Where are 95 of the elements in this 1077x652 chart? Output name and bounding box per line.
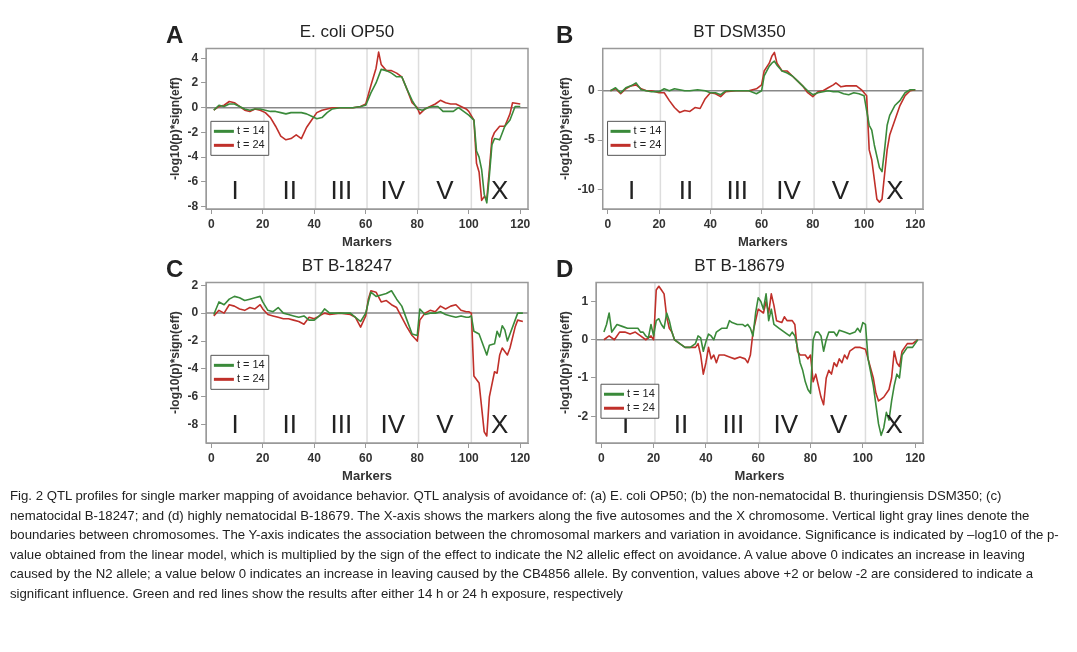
x-tick-label: 100 bbox=[854, 216, 875, 231]
x-tick-label: 100 bbox=[458, 450, 480, 465]
annotation: V bbox=[831, 175, 850, 206]
y-tick-label: -8 bbox=[187, 198, 199, 213]
legend-label: t = 14 bbox=[626, 387, 655, 400]
annotation: II bbox=[678, 175, 694, 206]
x-tick-label: 0 bbox=[604, 216, 612, 231]
x-tick-label: 0 bbox=[207, 216, 215, 231]
annotation: X bbox=[885, 409, 903, 440]
legend-label: t = 14 bbox=[236, 358, 265, 371]
annotation: III bbox=[722, 409, 745, 440]
y-tick-label: -2 bbox=[187, 124, 199, 139]
annotation: III bbox=[726, 175, 749, 206]
annotation: V bbox=[436, 175, 455, 206]
annotation: I bbox=[627, 175, 636, 206]
x-tick-label: 60 bbox=[751, 450, 766, 465]
x-tick-label: 100 bbox=[852, 450, 874, 465]
annotation: X bbox=[491, 409, 509, 440]
annotation: II bbox=[282, 409, 297, 440]
annotation: X bbox=[491, 175, 509, 206]
chart-title: BT B-18247 bbox=[301, 255, 393, 275]
x-tick-label: 40 bbox=[703, 216, 718, 231]
y-tick-label: 0 bbox=[191, 305, 199, 320]
y-axis-title: -log10(p)*sign(eff) bbox=[167, 311, 182, 415]
x-tick-label: 80 bbox=[410, 216, 425, 231]
x-tick-label: 20 bbox=[256, 450, 270, 465]
x-tick-label: 60 bbox=[754, 216, 769, 231]
y-tick-label: -5 bbox=[584, 132, 596, 147]
legend-label: t = 24 bbox=[626, 401, 655, 414]
x-tick-label: 120 bbox=[510, 450, 531, 465]
x-tick-label: 100 bbox=[458, 216, 480, 231]
x-tick-label: 0 bbox=[207, 450, 215, 465]
legend-label: t = 24 bbox=[236, 138, 265, 151]
legend-label: t = 24 bbox=[633, 138, 662, 151]
annotation: IV bbox=[380, 175, 406, 206]
y-tick-label: 1 bbox=[581, 293, 589, 308]
x-tick-label: 40 bbox=[699, 450, 713, 465]
x-tick-label: 80 bbox=[806, 216, 820, 231]
x-tick-label: 20 bbox=[646, 450, 661, 465]
x-axis-title: Markers bbox=[342, 467, 392, 483]
y-tick-label: 2 bbox=[191, 277, 199, 292]
x-tick-label: 120 bbox=[905, 216, 926, 231]
x-tick-label: 120 bbox=[510, 216, 531, 231]
chart-title: BT DSM350 bbox=[693, 21, 786, 41]
y-tick-label: -6 bbox=[187, 174, 199, 189]
x-axis-title: Markers bbox=[342, 233, 392, 249]
legend-label: t = 24 bbox=[236, 372, 265, 385]
text: A bbox=[166, 20, 184, 48]
y-tick-label: 2 bbox=[191, 75, 199, 90]
x-tick-label: 80 bbox=[803, 450, 818, 465]
text: B bbox=[556, 20, 574, 48]
caption: Fig. 2 QTL profiles for single marker mapping of avoidance behavior. QTL analysis of avoidance of: (a) E. coli OP50; (b) the non-nematocidal B. thuringiensis DSM350; (c) nematocidal B-18247; and (d) highly nematocidal B-18679. The X-axis shows the markers along the five autosomes and the X chromosome. Vertical light gray lines denote the boundaries between chromosomes. The Y-axis indicates the association between the chromosomal markers and variation in avoidance. Significance is indicated by –log10 of the p-value obtained from the linear model, which is multiplied by the sign of the effect to indicate the N2 allelic effect on avoidance. A value above 0 indicates an increase in leaving caused by the N2 allele; a value below 0 indicates an increase in leaving caused by the CB4856 allele. By convention, values above +2 or below -2 are considered to indicate a significant influence. Green and red lines show the results after either 14 h or 24 h exposure, respectively bbox=[10, 487, 1060, 603]
y-tick-label: 4 bbox=[191, 50, 199, 65]
annotation: I bbox=[231, 409, 239, 440]
y-axis-title: -log10(p)*sign(eff) bbox=[167, 77, 182, 181]
x-axis-title: Markers bbox=[737, 233, 788, 249]
x-axis-title: Markers bbox=[734, 467, 785, 483]
annotation: V bbox=[829, 409, 848, 440]
legend-label: t = 14 bbox=[633, 124, 662, 137]
y-tick-label: 0 bbox=[581, 332, 589, 347]
legend-label: t = 14 bbox=[236, 124, 265, 137]
y-tick-label: -8 bbox=[187, 417, 199, 432]
y-axis-title: -log10(p)*sign(eff) bbox=[557, 77, 572, 181]
annotation: V bbox=[436, 409, 455, 440]
y-tick-label: 0 bbox=[191, 100, 199, 115]
text: D bbox=[556, 254, 574, 282]
text: C bbox=[166, 254, 184, 282]
y-tick-label: 0 bbox=[588, 83, 596, 98]
y-tick-label: -4 bbox=[187, 361, 199, 376]
x-tick-label: 120 bbox=[905, 450, 926, 465]
annotation: I bbox=[231, 175, 239, 206]
annotation: IV bbox=[776, 175, 802, 206]
y-tick-label: -10 bbox=[577, 181, 596, 196]
annotation: II bbox=[282, 175, 297, 206]
x-tick-label: 20 bbox=[256, 216, 270, 231]
annotation: III bbox=[330, 175, 353, 206]
chart-title: E. coli OP50 bbox=[299, 21, 395, 41]
annotation: IV bbox=[773, 409, 799, 440]
annotation: II bbox=[673, 409, 689, 440]
x-tick-label: 60 bbox=[359, 450, 373, 465]
x-tick-label: 40 bbox=[307, 450, 322, 465]
y-tick-label: -4 bbox=[187, 149, 199, 164]
annotation: III bbox=[330, 409, 353, 440]
y-tick-label: -6 bbox=[187, 389, 199, 404]
x-tick-label: 60 bbox=[359, 216, 373, 231]
x-tick-label: 80 bbox=[410, 450, 425, 465]
y-axis-title: -log10(p)*sign(eff) bbox=[557, 311, 572, 415]
x-tick-label: 40 bbox=[307, 216, 322, 231]
y-tick-label: -1 bbox=[577, 370, 589, 385]
annotation: IV bbox=[380, 409, 406, 440]
x-tick-label: 20 bbox=[652, 216, 667, 231]
y-tick-label: -2 bbox=[187, 333, 199, 348]
annotation: X bbox=[886, 175, 904, 206]
chart-title: BT B-18679 bbox=[694, 255, 785, 275]
y-tick-label: -2 bbox=[577, 408, 589, 423]
